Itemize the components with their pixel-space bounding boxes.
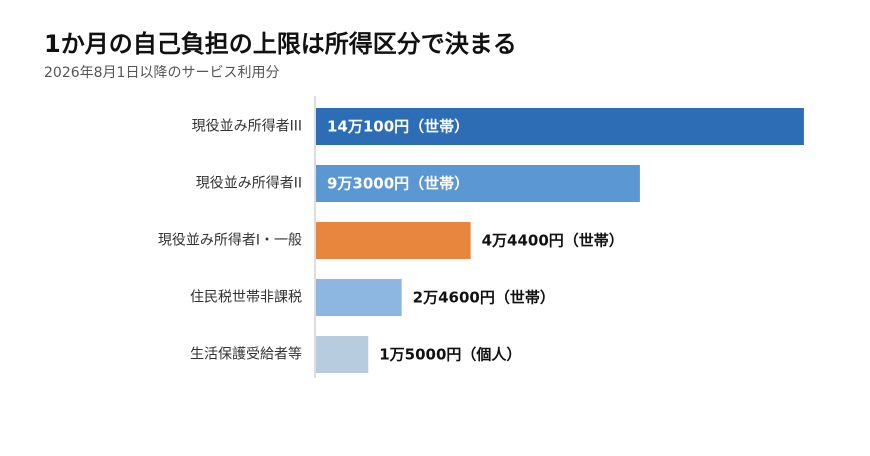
bar [316, 279, 402, 316]
value-label: 4万4400円（世帯） [482, 232, 624, 250]
category-label: 現役並み所得者III [192, 118, 302, 135]
bars-group: 現役並み所得者III 14万100円（世帯） 現役並み所得者II 9万3000円（世帯… [158, 108, 804, 373]
bar [316, 108, 804, 145]
bar [316, 165, 640, 202]
value-label: 2万4600円（世帯） [413, 289, 555, 307]
bar [316, 336, 369, 373]
chart-subtitle: 2026年8月1日以降のサービス利用分 [44, 65, 280, 81]
chart-title: 1か月の自己負担の上限は所得区分で決まる [44, 30, 517, 58]
category-label: 現役並み所得者II [196, 175, 302, 192]
category-label: 現役並み所得者I・一般 [158, 232, 302, 249]
category-label: 住民税世帯非課税 [190, 290, 302, 306]
category-label: 生活保護受給者等 [190, 346, 302, 363]
value-label: 14万100円（世帯） [327, 118, 469, 136]
bar [316, 222, 471, 259]
value-label: 1万5000円（個人） [379, 346, 521, 364]
value-label: 9万3000円（世帯） [327, 175, 469, 193]
